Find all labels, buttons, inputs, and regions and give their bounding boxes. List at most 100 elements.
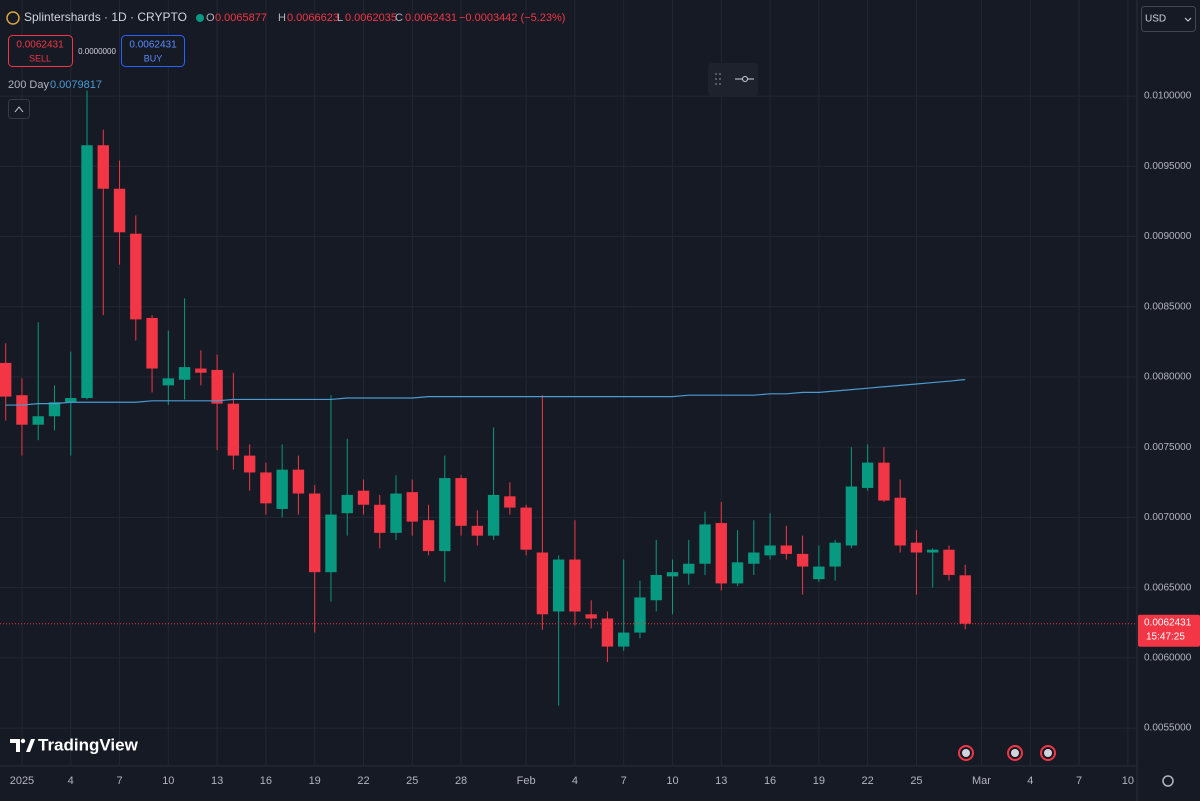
x-tick-label: 10: [1122, 775, 1134, 787]
logo-mark: [10, 739, 20, 752]
ma-label: 200 Day: [8, 79, 49, 91]
candle-body: [829, 542, 841, 567]
brand-logo: TradingView: [10, 735, 139, 754]
ui: Splintershards · 1D · CRYPTO O 0.0065877…: [6, 6, 1196, 787]
candle-body: [569, 559, 581, 612]
close-label: C: [395, 12, 403, 24]
candle-body: [585, 614, 597, 619]
candle-body: [48, 402, 61, 417]
y-tick-label: 0.0055000: [1144, 723, 1192, 734]
candle-body: [113, 188, 126, 233]
plot: [0, 90, 1136, 706]
currency-chevron: [1184, 17, 1192, 22]
buy-label: BUY: [144, 53, 163, 63]
buy-button[interactable]: [121, 35, 185, 67]
candle-body: [292, 469, 305, 494]
candle-body: [845, 486, 858, 546]
candle-body: [162, 378, 175, 386]
candle-body: [260, 472, 272, 504]
x-tick-label: 19: [813, 775, 825, 787]
low-label: L: [337, 12, 343, 24]
candle-body: [146, 317, 158, 369]
candle-body: [731, 562, 744, 584]
x-tick-label: 25: [406, 775, 418, 787]
x-tick-label: 19: [309, 775, 321, 787]
x-tick-label: 16: [764, 775, 776, 787]
candle-body: [487, 494, 500, 536]
candle-body: [178, 367, 191, 380]
event-flags: [958, 745, 1056, 761]
open-label: O: [206, 12, 215, 24]
ma-line: [5, 378, 966, 406]
candle-body: [959, 575, 971, 624]
y-tick-label: 0.0085000: [1144, 301, 1192, 312]
candle-body: [861, 462, 874, 488]
candle-body: [715, 523, 727, 584]
symbol[interactable]: Splintershards · 1D · CRYPTO: [24, 10, 187, 24]
symbol-icon: [6, 11, 20, 25]
candle-body: [65, 398, 77, 403]
collapse-icon: [14, 106, 24, 113]
sell-button[interactable]: [8, 35, 73, 67]
x-tick-label: 13: [211, 775, 223, 787]
candle-body: [943, 549, 955, 575]
candle-body: [357, 490, 370, 505]
x-tick-label: 4: [572, 775, 578, 787]
currency-select[interactable]: [1141, 6, 1196, 32]
candle-body: [341, 494, 353, 514]
candle-body: [927, 549, 939, 553]
y-tick-label: 0.0070000: [1144, 512, 1192, 523]
x-tick-label: Mar: [972, 775, 991, 787]
candle-body: [536, 552, 549, 615]
high-value: 0.0066623: [287, 12, 339, 24]
candle-body: [666, 572, 679, 577]
y-tick-label: 0.0080000: [1144, 372, 1192, 383]
candle-body: [439, 478, 451, 552]
x-tick-label: 4: [1027, 775, 1033, 787]
toolbar-icon-dot: [742, 76, 748, 82]
low-value: 0.0062035: [345, 12, 397, 24]
candle-body: [699, 524, 711, 564]
x-tick-label: 10: [666, 775, 678, 787]
x-tick-label: 22: [357, 775, 369, 787]
candle-body: [16, 395, 28, 425]
market-status: [196, 14, 204, 22]
x-tick-label: 7: [116, 775, 122, 787]
x-tick-label: 7: [621, 775, 627, 787]
candle-body: [325, 514, 337, 573]
candle-body: [0, 362, 12, 397]
collapse-button[interactable]: [8, 99, 30, 119]
candle-body: [471, 525, 484, 536]
last-price-tag: [1138, 614, 1200, 647]
candle-body: [780, 545, 793, 554]
candle-body: [406, 492, 418, 522]
x-tick-label: 13: [715, 775, 727, 787]
settings-icon[interactable]: [1162, 775, 1174, 787]
grid: 0.0055000 0.0060000 0.0065000 0.0070000 0.00…: [0, 0, 1192, 787]
candle-body: [634, 597, 646, 633]
candle-body: [796, 553, 809, 567]
candle-body: [878, 462, 890, 501]
x-tick-label: 2025: [10, 775, 34, 787]
flag-icon: [962, 749, 970, 757]
currency: USD: [1145, 14, 1166, 25]
candle-body: [195, 368, 207, 373]
drawing-toolbar[interactable]: [708, 63, 758, 96]
y-tick-label: 0.0100000: [1144, 91, 1192, 102]
x-tick-label: 28: [455, 775, 467, 787]
candle-body: [894, 497, 906, 546]
logo-slash: [26, 739, 35, 752]
candle-body: [390, 493, 402, 533]
candle-body: [748, 552, 760, 564]
drag-handle: [715, 73, 721, 85]
x-tick-label: 22: [862, 775, 874, 787]
y-tick-label: 0.0090000: [1144, 231, 1192, 242]
x-tick-label: 4: [68, 775, 74, 787]
y-tick-label: 0.0065000: [1144, 582, 1192, 593]
candle-body: [552, 559, 565, 612]
buy-price: 0.0062431: [129, 40, 177, 51]
candle-body: [97, 145, 109, 189]
candle-body: [504, 496, 516, 508]
brand: TradingView: [38, 735, 139, 754]
